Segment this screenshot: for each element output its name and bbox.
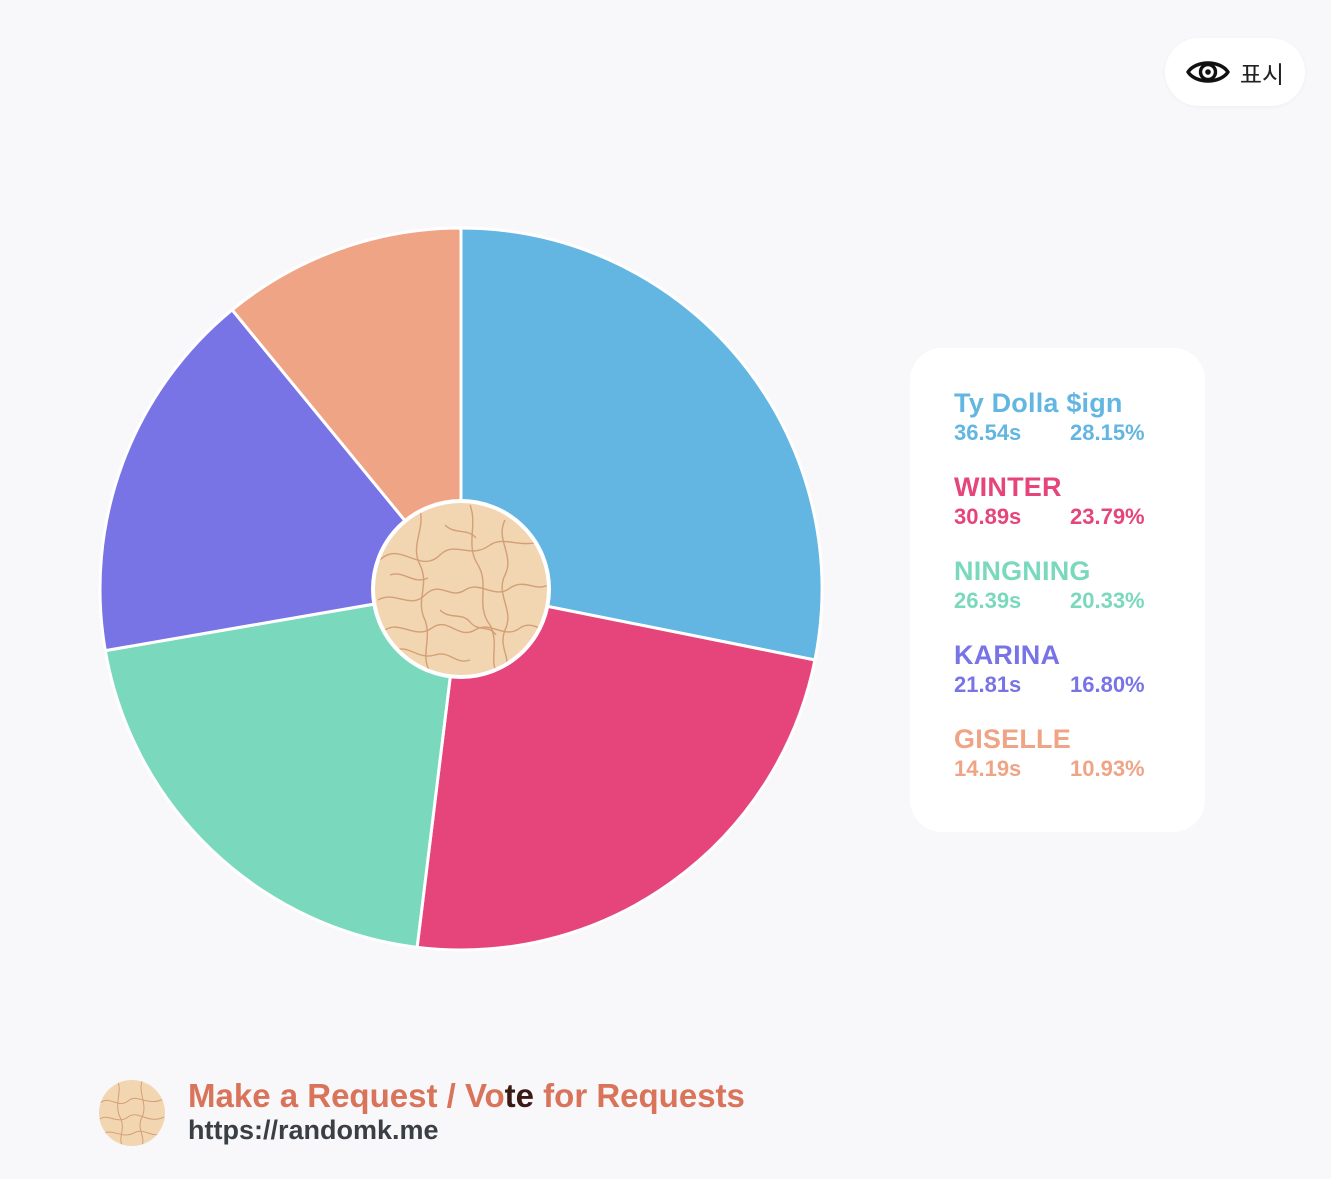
legend-item-karina: KARINA 21.81s 16.80% — [954, 638, 1205, 722]
legend-stats: 21.81s 16.80% — [954, 672, 1205, 698]
legend-name: KARINA — [954, 640, 1061, 670]
legend-seconds: 30.89s — [954, 504, 1022, 529]
pie-slice-ty-dolla-ign — [459, 226, 824, 662]
pie-slice-winter — [415, 587, 817, 952]
pie-slices — [98, 226, 824, 952]
legend-name: NINGNING — [954, 556, 1091, 586]
show-button-label: 표시 — [1239, 60, 1285, 89]
legend-stats: 26.39s 20.33% — [954, 588, 1205, 614]
legend-seconds: 26.39s — [954, 588, 1022, 613]
legend-percent: 16.80% — [1070, 672, 1145, 697]
legend-seconds: 21.81s — [954, 672, 1022, 697]
legend-percent: 23.79% — [1070, 504, 1145, 529]
legend-percent: 20.33% — [1070, 588, 1145, 613]
legend-percent: 28.15% — [1070, 420, 1145, 445]
legend-name: Ty Dolla $ign — [954, 388, 1123, 418]
eye-icon — [1186, 57, 1230, 87]
pie-slice-karina — [98, 308, 463, 653]
legend-seconds: 36.54s — [954, 420, 1022, 445]
legend-name: GISELLE — [954, 724, 1071, 754]
footer-title-part2: for Requests — [534, 1077, 745, 1114]
show-button[interactable]: 표시 — [1165, 38, 1305, 106]
center-hub — [371, 499, 551, 679]
legend-percent: 10.93% — [1070, 756, 1145, 781]
legend-stats: 14.19s 10.93% — [954, 756, 1205, 782]
pie-slice-ningning — [103, 587, 463, 949]
pie-slice-giselle — [230, 226, 463, 591]
legend-item-winter: WINTER 30.89s 23.79% — [954, 470, 1205, 554]
legend-stats: 30.89s 23.79% — [954, 504, 1205, 530]
contour-pattern — [377, 504, 547, 675]
chart-legend: Ty Dolla $ign 36.54s 28.15% WINTER 30.89s 23.… — [910, 348, 1205, 832]
legend-item-ningning: NINGNING 26.39s 20.33% — [954, 554, 1205, 638]
legend-seconds: 14.19s — [954, 756, 1022, 781]
footer-title-part1: Make a Request / Vo — [188, 1077, 505, 1114]
footer-url[interactable]: https://randomk.me — [188, 1115, 439, 1145]
legend-stats: 36.54s 28.15% — [954, 420, 1205, 446]
footer-banner: Make a Request / Vote for Requests https… — [98, 1076, 858, 1152]
legend-item-giselle: GISELLE 14.19s 10.93% — [954, 722, 1205, 806]
footer-avatar-icon — [99, 1080, 165, 1146]
legend-item-ty-dolla-ign: Ty Dolla $ign 36.54s 28.15% — [954, 386, 1205, 470]
footer-request-link[interactable]: Make a Request / Vote for Requests — [188, 1076, 745, 1116]
footer-title-highlight: te — [504, 1077, 535, 1114]
legend-name: WINTER — [954, 472, 1062, 502]
